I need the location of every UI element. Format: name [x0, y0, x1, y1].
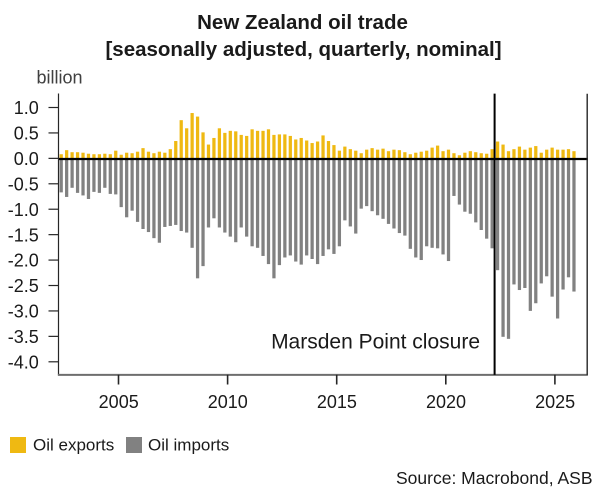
- svg-text:2010: 2010: [208, 392, 248, 412]
- svg-text:-4.0: -4.0: [8, 352, 39, 372]
- svg-text:-3.5: -3.5: [8, 327, 39, 347]
- svg-text:-2.0: -2.0: [8, 251, 39, 271]
- svg-text:0.5: 0.5: [14, 124, 39, 144]
- svg-text:2015: 2015: [317, 392, 357, 412]
- svg-text:billion: billion: [37, 68, 83, 88]
- svg-text:2005: 2005: [99, 392, 139, 412]
- svg-text:Source: Macrobond, ASB: Source: Macrobond, ASB: [396, 468, 593, 488]
- svg-text:2020: 2020: [426, 392, 466, 412]
- svg-text:[seasonally adjusted, quarterl: [seasonally adjusted, quarterly, nominal…: [105, 38, 501, 61]
- svg-text:0.0: 0.0: [14, 149, 39, 169]
- svg-text:Marsden Point closure: Marsden Point closure: [271, 331, 480, 354]
- svg-text:Oil exports: Oil exports: [33, 435, 114, 454]
- svg-text:New Zealand oil trade: New Zealand oil trade: [197, 11, 408, 34]
- svg-text:1.0: 1.0: [14, 98, 39, 118]
- svg-text:-0.5: -0.5: [8, 174, 39, 194]
- svg-text:Oil imports: Oil imports: [148, 435, 229, 454]
- svg-text:-1.0: -1.0: [8, 200, 39, 220]
- svg-text:2025: 2025: [535, 392, 575, 412]
- svg-text:-3.0: -3.0: [8, 302, 39, 322]
- svg-text:-2.5: -2.5: [8, 276, 39, 296]
- svg-text:-1.5: -1.5: [8, 225, 39, 245]
